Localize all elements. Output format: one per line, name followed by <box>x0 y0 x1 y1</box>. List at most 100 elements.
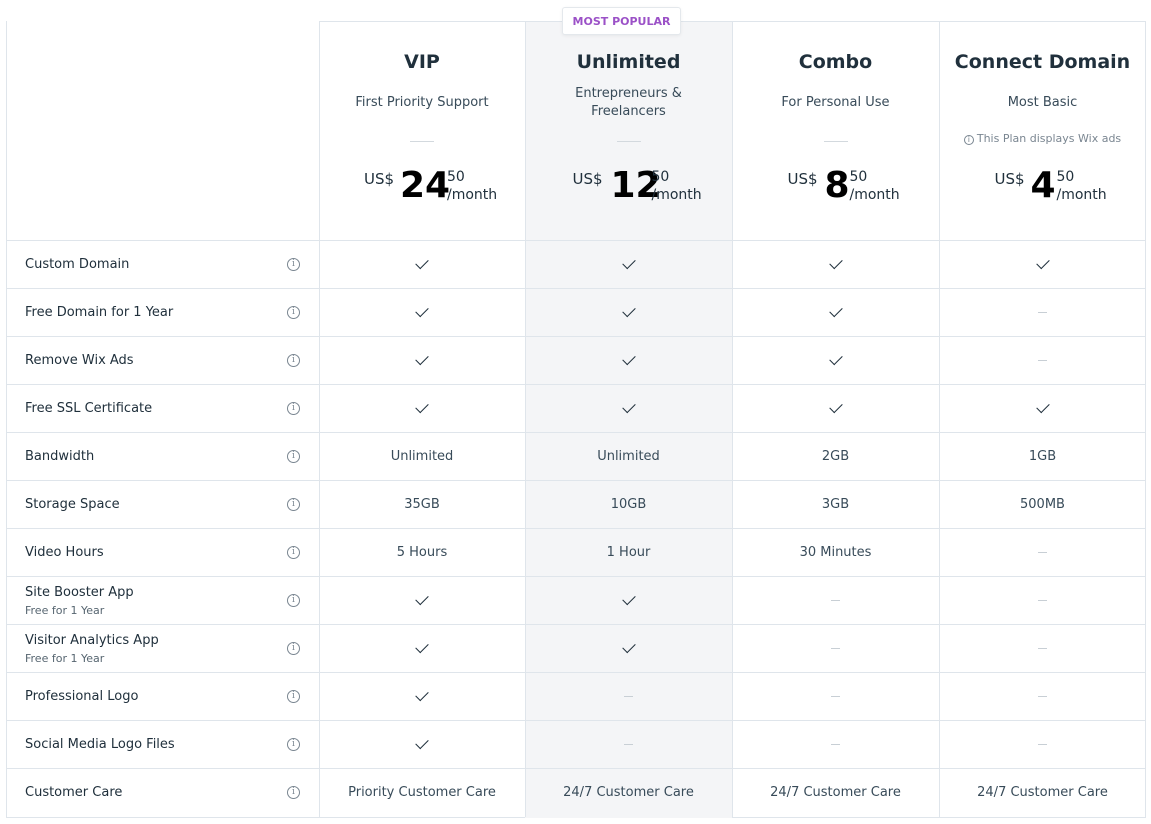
info-circle-icon[interactable]: i <box>287 690 300 703</box>
feature-label: Customer Care <box>25 785 123 800</box>
checkmark-icon <box>621 255 636 270</box>
feature-row: Site Booster App Free for 1 Year i <box>7 577 1145 625</box>
feature-cell <box>939 673 1146 721</box>
feature-cell <box>939 385 1146 433</box>
plan-column-connect-domain: Connect Domain Most Basic i This Plan displ… <box>939 21 1146 241</box>
plan-price: US$ 8 50/month <box>732 165 939 207</box>
info-circle-icon[interactable]: i <box>287 498 300 511</box>
info-circle-icon[interactable]: i <box>287 450 300 463</box>
feature-value: 10GB <box>610 497 647 512</box>
plan-column-combo: Combo For Personal Use US$ 8 50/month <box>732 21 939 241</box>
feature-value: 500MB <box>1020 497 1065 512</box>
checkmark-icon <box>828 399 843 414</box>
price-currency: US$ <box>572 170 603 188</box>
feature-cell <box>732 673 939 721</box>
plan-name: VIP <box>404 51 440 73</box>
feature-cell <box>525 577 732 625</box>
feature-value: 2GB <box>821 449 850 464</box>
feature-value: 24/7 Customer Care <box>977 785 1108 800</box>
dash-icon <box>831 648 840 649</box>
price-cents: 50 <box>1056 169 1075 185</box>
feature-cell <box>939 529 1146 577</box>
plan-tagline-line: For Personal Use <box>781 95 890 110</box>
feature-sublabel: Free for 1 Year <box>25 652 105 665</box>
feature-row: Free SSL Certificate i <box>7 385 1145 433</box>
price-period: /month <box>447 187 498 203</box>
dash-icon <box>1038 696 1047 697</box>
info-circle-icon[interactable]: i <box>287 786 300 799</box>
feature-label: Storage Space <box>25 497 120 512</box>
info-circle-icon[interactable]: i <box>287 546 300 559</box>
feature-cell <box>939 241 1146 289</box>
feature-cell <box>732 577 939 625</box>
info-circle-icon[interactable]: i <box>287 258 300 271</box>
feature-value: 24/7 Customer Care <box>563 785 694 800</box>
checkmark-icon <box>415 735 429 750</box>
feature-label-cell: Professional Logo i <box>25 673 305 721</box>
info-circle-icon[interactable]: i <box>287 354 300 367</box>
feature-cell <box>732 337 939 385</box>
plan-divider <box>823 141 848 142</box>
feature-cell <box>939 337 1146 385</box>
feature-value: 24/7 Customer Care <box>770 785 901 800</box>
feature-cell <box>319 241 525 289</box>
dash-icon <box>624 696 633 697</box>
plan-tagline-line: First Priority Support <box>355 95 489 110</box>
feature-row: Visitor Analytics App Free for 1 Year i <box>7 625 1145 673</box>
feature-row: Bandwidth i Unlimited Unlimited 2GB 1GB <box>7 433 1145 481</box>
checkmark-icon <box>1035 255 1050 270</box>
plan-tagline: For Personal Use <box>732 94 939 112</box>
plan-name: Unlimited <box>576 51 681 73</box>
column-divider <box>319 21 320 817</box>
checkmark-icon <box>415 639 429 654</box>
info-circle-icon[interactable]: i <box>287 402 300 415</box>
checkmark-icon <box>1035 399 1050 414</box>
feature-cell <box>319 625 525 673</box>
price-cents: 50 <box>849 169 868 185</box>
feature-cell <box>319 721 525 769</box>
checkmark-icon <box>621 399 636 414</box>
feature-cell <box>732 625 939 673</box>
price-cents: 50 <box>447 169 465 185</box>
feature-cell <box>732 385 939 433</box>
info-circle-icon[interactable]: i <box>287 594 300 607</box>
info-circle-icon[interactable]: i <box>287 306 300 319</box>
wix-ads-note-text: This Plan displays Wix ads <box>976 132 1122 145</box>
feature-cell <box>525 241 732 289</box>
feature-sublabel: Free for 1 Year <box>25 604 105 617</box>
popular-column-highlight <box>525 21 732 818</box>
price-period: /month <box>1056 187 1107 203</box>
checkmark-icon <box>415 351 429 366</box>
checkmark-icon <box>828 351 843 366</box>
feature-cell <box>525 721 732 769</box>
feature-cell <box>319 289 525 337</box>
feature-cell <box>525 673 732 721</box>
feature-label-cell: Bandwidth i <box>25 433 305 481</box>
checkmark-icon <box>415 303 429 318</box>
plan-tagline-line: Entrepreneurs & <box>575 86 682 101</box>
plans-header-row <box>7 21 1145 241</box>
feature-cell <box>939 625 1146 673</box>
feature-label: Social Media Logo Files <box>25 737 175 752</box>
feature-row: Professional Logo i <box>7 673 1145 721</box>
feature-value: Unlimited <box>390 449 454 464</box>
info-circle-icon[interactable]: i <box>287 738 300 751</box>
price-currency: US$ <box>364 170 395 188</box>
feature-cell <box>319 337 525 385</box>
info-circle-icon[interactable]: i <box>287 642 300 655</box>
feature-value: 35GB <box>404 497 440 512</box>
feature-value: Unlimited <box>597 449 660 464</box>
feature-label-cell: Free SSL Certificate i <box>25 385 305 433</box>
checkmark-icon <box>415 399 429 414</box>
checkmark-icon <box>828 255 843 270</box>
feature-cell <box>525 337 732 385</box>
plan-name: Connect Domain <box>954 51 1131 73</box>
dash-icon <box>1038 648 1047 649</box>
plan-column-unlimited: Unlimited Entrepreneurs & Freelancers US$ 12… <box>525 21 732 241</box>
feature-row: Free Domain for 1 Year i <box>7 289 1145 337</box>
feature-row: Storage Space i 35GB 10GB 3GB 500MB <box>7 481 1145 529</box>
feature-row: Custom Domain i <box>7 241 1145 289</box>
dash-icon <box>831 600 840 601</box>
plan-price: US$ 12 50/month <box>525 165 732 207</box>
dash-icon <box>1038 360 1047 361</box>
